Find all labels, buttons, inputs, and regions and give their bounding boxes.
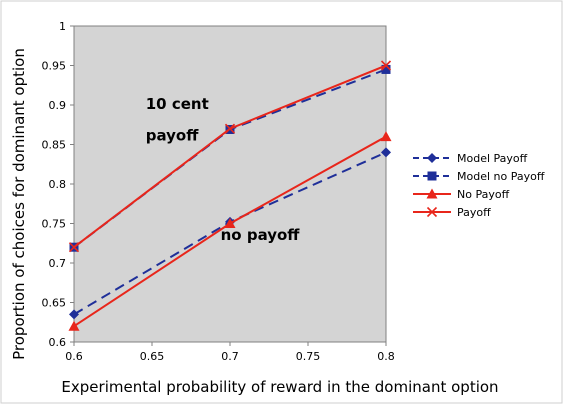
x-axis-title: Experimental probability of reward in th…: [61, 378, 498, 396]
legend-label-model-payoff: Model Payoff: [457, 152, 528, 165]
annotation-label: 10 cent: [146, 95, 209, 113]
data-point-payoff-stroke: [68, 242, 80, 253]
y-tick-label: 0.6: [49, 336, 67, 349]
legend-marker-no-payoff: [426, 188, 438, 199]
data-point-payoff: [68, 242, 80, 253]
legend-marker-model-no-payoff: [427, 171, 437, 181]
y-tick-label: 0.9: [49, 99, 67, 112]
data-point-payoff-stroke: [380, 60, 392, 71]
annotation-label: payoff: [146, 127, 199, 145]
x-tick-label: 0.8: [377, 350, 395, 363]
y-tick-label: 0.65: [42, 297, 67, 310]
data-point-model-payoff: [381, 147, 391, 158]
data-point-payoff: [224, 123, 236, 134]
x-tick-label: 0.75: [296, 350, 321, 363]
data-point-no-payoff: [224, 218, 236, 228]
annotation-label: no payoff: [221, 226, 301, 244]
data-point-no-payoff: [380, 131, 392, 142]
data-point-model-payoff: [69, 309, 79, 320]
y-tick-label: 0.95: [42, 60, 67, 73]
legend-marker-payoff-stroke: [426, 206, 438, 218]
legend-marker-model-payoff: [427, 153, 437, 163]
y-tick-label: 0.8: [49, 178, 67, 191]
y-tick-label: 0.75: [42, 218, 67, 231]
y-axis-title: Proportion of choices for dominant optio…: [10, 48, 28, 360]
legend-label-payoff: Payoff: [457, 206, 491, 219]
legend-label-model-no-payoff: Model no Payoff: [457, 170, 545, 183]
data-point-payoff-stroke: [224, 123, 236, 134]
data-point-no-payoff: [68, 320, 80, 331]
plot-area: [73, 25, 387, 343]
y-tick-label: 1: [59, 20, 66, 33]
x-tick-label: 0.7: [221, 350, 239, 363]
y-tick-label: 0.85: [42, 139, 67, 152]
legend-marker-payoff: [426, 206, 438, 218]
legend-label-no-payoff: No Payoff: [457, 188, 510, 201]
data-point-model-no-payoff: [381, 64, 391, 74]
data-point-payoff: [380, 60, 392, 71]
x-tick-label: 0.65: [140, 350, 165, 363]
y-tick-label: 0.7: [49, 257, 67, 270]
x-tick-label: 0.6: [65, 350, 83, 363]
